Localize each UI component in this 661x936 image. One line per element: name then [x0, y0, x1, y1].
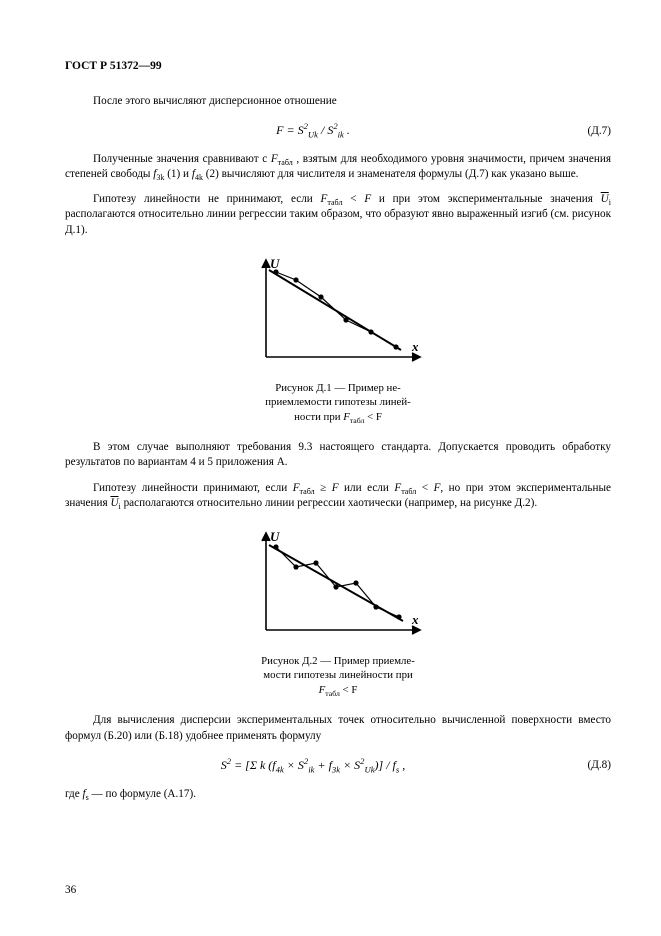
- equation-d8-row: S2 = [Σ k (f4k × S2ik + f3k × S2Uk)] / f…: [65, 758, 611, 773]
- para-1: После этого вычисляют дисперсионное отно…: [65, 94, 611, 109]
- page: ГОСТ Р 51372—99 После этого вычисляют ди…: [0, 0, 661, 936]
- caption1-line2: приемлемости гипотезы линей-: [265, 396, 410, 408]
- equation-d7: F = S2Uk / S2ik .: [65, 123, 561, 138]
- equation-d8: S2 = [Σ k (f4k × S2ik + f3k × S2Uk)] / f…: [65, 758, 561, 773]
- svg-text:U: U: [270, 529, 280, 544]
- para-5: Гипотезу линейности принимают, если Fтаб…: [65, 481, 611, 511]
- doc-header: ГОСТ Р 51372—99: [65, 60, 611, 72]
- caption1-line3b: < F: [364, 411, 382, 423]
- svg-text:U: U: [270, 256, 280, 271]
- caption2-line1: Рисунок Д.2 — Пример приемле-: [261, 655, 415, 667]
- figure-d1-caption: Рисунок Д.1 — Пример не- приемлемости ги…: [228, 381, 448, 425]
- para-7a: где: [65, 788, 83, 800]
- figure-d1: Ux: [65, 252, 611, 375]
- svg-text:x: x: [411, 612, 419, 627]
- caption2-line2: мости гипотезы линейности при: [263, 669, 413, 681]
- figure-d2: Ux: [65, 525, 611, 648]
- caption2-line3b: < F: [340, 684, 358, 696]
- caption1-line1: Рисунок Д.1 — Пример не-: [275, 382, 400, 394]
- para-4: В этом случае выполняют требования 9.3 н…: [65, 440, 611, 470]
- svg-text:x: x: [411, 339, 419, 354]
- para-6: Для вычисления дисперсии экспериментальн…: [65, 713, 611, 743]
- equation-d7-number: (Д.7): [561, 125, 611, 137]
- figure-d2-caption: Рисунок Д.2 — Пример приемле- мости гипо…: [228, 654, 448, 698]
- page-number: 36: [65, 884, 76, 896]
- figure-d1-svg: Ux: [251, 252, 426, 372]
- para-7: где fs — по формуле (А.17).: [65, 787, 611, 802]
- figure-d2-svg: Ux: [251, 525, 426, 645]
- para-2: Полученные значения сравнивают с Fтабл ,…: [65, 152, 611, 182]
- caption1-line3a: ности при: [294, 411, 343, 423]
- para-3: Гипотезу линейности не принимают, если F…: [65, 192, 611, 237]
- equation-d8-number: (Д.8): [561, 759, 611, 771]
- para-7b: — по формуле (А.17).: [89, 788, 196, 800]
- equation-d7-row: F = S2Uk / S2ik . (Д.7): [65, 123, 611, 138]
